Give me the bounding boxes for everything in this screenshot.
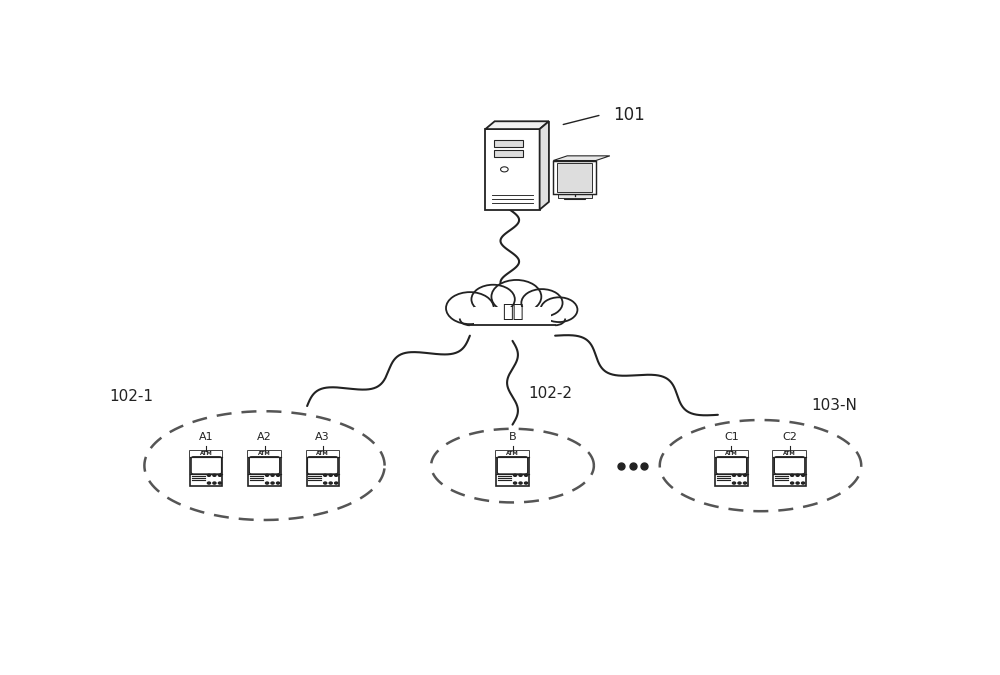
FancyBboxPatch shape bbox=[190, 450, 222, 457]
FancyBboxPatch shape bbox=[558, 194, 592, 198]
FancyBboxPatch shape bbox=[307, 457, 338, 474]
Circle shape bbox=[524, 482, 528, 484]
Text: B: B bbox=[509, 432, 516, 442]
Text: A3: A3 bbox=[315, 432, 330, 442]
Text: ATM: ATM bbox=[316, 451, 329, 456]
Circle shape bbox=[791, 475, 794, 477]
Circle shape bbox=[796, 475, 799, 477]
Text: ATM: ATM bbox=[506, 451, 519, 456]
Circle shape bbox=[471, 285, 515, 314]
Circle shape bbox=[324, 482, 327, 484]
Text: C2: C2 bbox=[782, 432, 797, 442]
Text: ATM: ATM bbox=[783, 451, 796, 456]
Polygon shape bbox=[540, 122, 549, 210]
Circle shape bbox=[802, 482, 805, 484]
Circle shape bbox=[791, 482, 794, 484]
FancyBboxPatch shape bbox=[307, 450, 339, 457]
FancyBboxPatch shape bbox=[248, 450, 281, 486]
Circle shape bbox=[738, 482, 741, 484]
Circle shape bbox=[276, 475, 280, 477]
FancyBboxPatch shape bbox=[715, 450, 748, 486]
Circle shape bbox=[732, 482, 736, 484]
Circle shape bbox=[521, 289, 563, 317]
Circle shape bbox=[501, 167, 508, 172]
FancyBboxPatch shape bbox=[191, 457, 222, 474]
Circle shape bbox=[743, 475, 747, 477]
Text: ATM: ATM bbox=[725, 451, 738, 456]
FancyBboxPatch shape bbox=[564, 196, 585, 199]
Circle shape bbox=[271, 482, 274, 484]
Circle shape bbox=[329, 482, 332, 484]
FancyBboxPatch shape bbox=[496, 450, 529, 486]
Text: 101: 101 bbox=[613, 106, 645, 124]
FancyBboxPatch shape bbox=[557, 163, 592, 192]
FancyBboxPatch shape bbox=[248, 450, 281, 457]
Text: 103-N: 103-N bbox=[811, 398, 857, 412]
Text: ATM: ATM bbox=[200, 451, 213, 456]
Circle shape bbox=[271, 475, 274, 477]
Circle shape bbox=[738, 475, 741, 477]
Polygon shape bbox=[553, 156, 610, 161]
Circle shape bbox=[324, 475, 327, 477]
Circle shape bbox=[446, 292, 494, 324]
Polygon shape bbox=[485, 129, 540, 210]
Text: A1: A1 bbox=[199, 432, 214, 442]
Circle shape bbox=[796, 482, 799, 484]
Circle shape bbox=[213, 475, 216, 477]
FancyBboxPatch shape bbox=[774, 457, 805, 474]
Text: 102-1: 102-1 bbox=[109, 389, 154, 404]
Circle shape bbox=[207, 475, 211, 477]
FancyBboxPatch shape bbox=[190, 450, 222, 486]
FancyBboxPatch shape bbox=[496, 450, 529, 457]
Text: C1: C1 bbox=[724, 432, 739, 442]
Circle shape bbox=[802, 475, 805, 477]
Text: A2: A2 bbox=[257, 432, 272, 442]
Circle shape bbox=[524, 475, 528, 477]
Circle shape bbox=[218, 482, 221, 484]
FancyBboxPatch shape bbox=[470, 310, 555, 331]
Circle shape bbox=[329, 475, 332, 477]
FancyBboxPatch shape bbox=[249, 457, 280, 474]
FancyBboxPatch shape bbox=[773, 450, 806, 486]
Text: 网络: 网络 bbox=[502, 303, 523, 321]
FancyBboxPatch shape bbox=[307, 450, 339, 486]
Circle shape bbox=[514, 482, 517, 484]
FancyBboxPatch shape bbox=[494, 140, 523, 146]
Text: 102-2: 102-2 bbox=[528, 385, 572, 400]
FancyBboxPatch shape bbox=[773, 450, 806, 457]
FancyBboxPatch shape bbox=[474, 306, 551, 325]
Circle shape bbox=[514, 475, 517, 477]
Circle shape bbox=[519, 475, 522, 477]
Circle shape bbox=[732, 475, 736, 477]
FancyBboxPatch shape bbox=[553, 161, 596, 194]
Circle shape bbox=[213, 482, 216, 484]
FancyBboxPatch shape bbox=[494, 150, 523, 157]
Circle shape bbox=[491, 280, 541, 313]
FancyBboxPatch shape bbox=[497, 457, 528, 474]
Circle shape bbox=[743, 482, 747, 484]
Circle shape bbox=[207, 482, 211, 484]
Circle shape bbox=[266, 482, 269, 484]
Circle shape bbox=[335, 482, 338, 484]
Circle shape bbox=[266, 475, 269, 477]
Circle shape bbox=[335, 475, 338, 477]
Circle shape bbox=[218, 475, 221, 477]
Polygon shape bbox=[485, 122, 549, 129]
FancyBboxPatch shape bbox=[715, 450, 748, 457]
Text: ATM: ATM bbox=[258, 451, 271, 456]
Circle shape bbox=[519, 482, 522, 484]
Circle shape bbox=[541, 297, 577, 322]
Circle shape bbox=[276, 482, 280, 484]
FancyBboxPatch shape bbox=[716, 457, 747, 474]
